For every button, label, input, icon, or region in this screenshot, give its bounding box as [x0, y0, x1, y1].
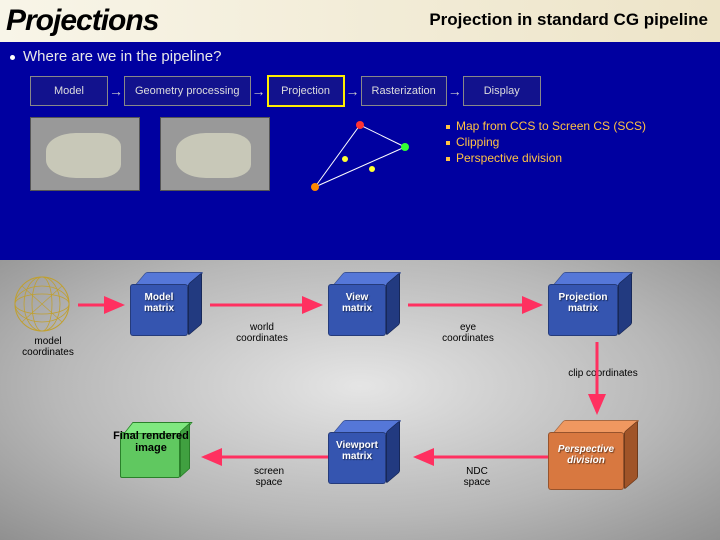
pipeline-section: Where are we in the pipeline? Model → Ge… [0, 42, 720, 260]
flow-arrow-icon [210, 298, 328, 317]
stage-model: Model [30, 76, 108, 106]
stage-display: Display [463, 76, 541, 106]
cube-projection-matrix: Projection matrix [548, 272, 636, 338]
bullet-icon [10, 55, 15, 60]
cube-viewport-matrix: Viewport matrix [328, 420, 402, 486]
flow-arrow-icon [408, 450, 548, 469]
label-screen-space: screen space [244, 466, 294, 488]
stage-projection: Projection [267, 75, 345, 107]
projection-bullets: Map from CCS to Screen CS (SCS) Clipping… [446, 119, 646, 197]
question-text: Where are we in the pipeline? [10, 48, 710, 65]
question-label: Where are we in the pipeline? [23, 48, 221, 65]
pipeline-stages: Model → Geometry processing → Projection… [30, 75, 710, 107]
flow-arrow-icon [196, 450, 328, 469]
arrow-icon: → [447, 83, 463, 99]
label-ndc-space: NDC space [452, 466, 502, 488]
sphere-model [12, 274, 72, 334]
illustration-row: Map from CCS to Screen CS (SCS) Clipping… [30, 117, 710, 197]
header-bar: Projections Projection in standard CG pi… [0, 0, 720, 42]
cow-wireframe-image [160, 117, 270, 191]
stage-geometry: Geometry processing [124, 76, 251, 106]
bullet-icon [446, 157, 450, 161]
label-world-coords: world coordinates [232, 322, 292, 344]
bullet-item: Clipping [446, 135, 646, 149]
bullet-item: Perspective division [446, 151, 646, 165]
bullet-icon [446, 125, 450, 129]
cube-perspective-division: Perspective division [548, 420, 642, 492]
cube-view-matrix: View matrix [328, 272, 402, 338]
bullet-icon [446, 141, 450, 145]
projection-diagram [290, 117, 420, 197]
final-rendered-image: Final rendered image [116, 422, 196, 448]
arrow-icon: → [108, 83, 124, 99]
flow-arrow-icon [78, 298, 130, 317]
flow-arrow-icon [590, 342, 604, 425]
arrow-icon: → [251, 83, 267, 99]
page-subtitle: Projection in standard CG pipeline [429, 10, 708, 30]
flow-arrow-icon [408, 298, 548, 317]
cow-model-image [30, 117, 140, 191]
arrow-icon: → [345, 83, 361, 99]
wireframe-sphere-icon [12, 274, 72, 334]
label-model-coords: model coordinates [18, 336, 78, 358]
stage-rasterization: Rasterization [361, 76, 447, 106]
bullet-item: Map from CCS to Screen CS (SCS) [446, 119, 646, 133]
final-label: Final rendered image [106, 430, 196, 454]
coordinate-flow-section: model coordinates Model matrix world coo… [0, 260, 720, 540]
label-eye-coords: eye coordinates [438, 322, 498, 344]
page-title: Projections [0, 4, 158, 38]
cube-model-matrix: Model matrix [130, 272, 204, 338]
